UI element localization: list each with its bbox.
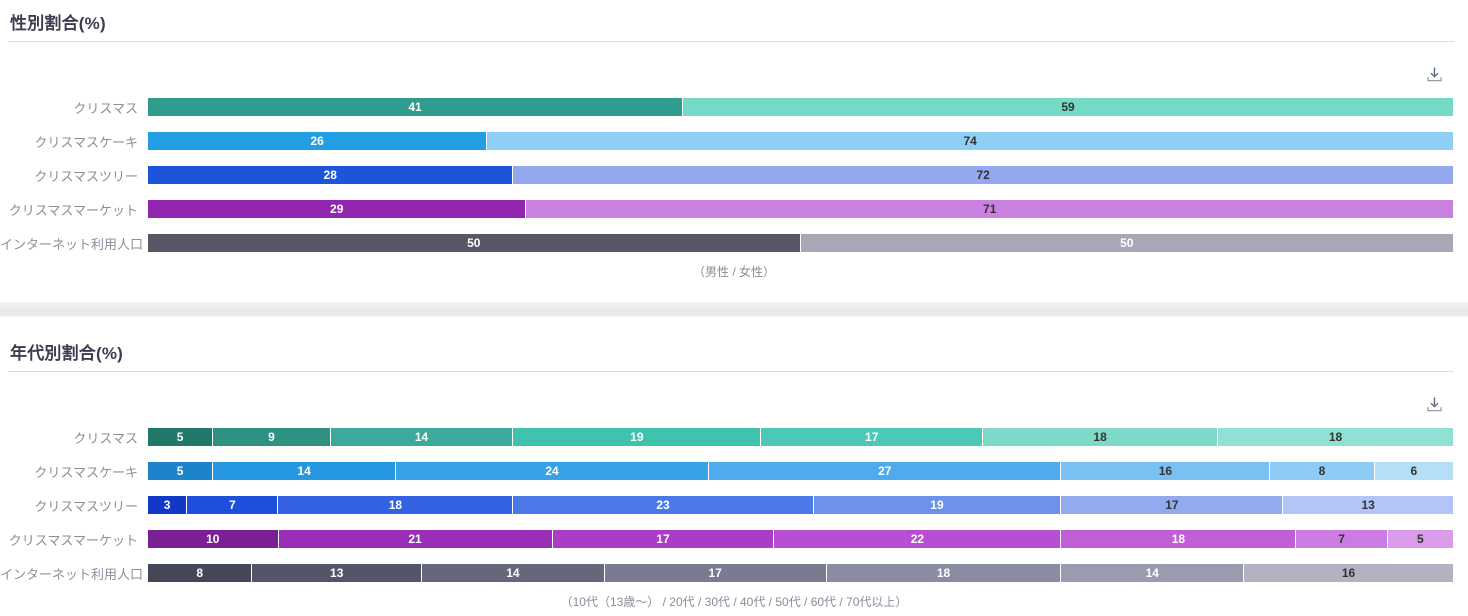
bar-segment[interactable]: 7 (187, 496, 279, 514)
chart-toolbar (0, 372, 1468, 416)
chart-toolbar (0, 42, 1468, 86)
download-button[interactable] (1422, 62, 1446, 86)
age-axis-caption: （10代（13歳〜） / 20代 / 30代 / 40代 / 50代 / 60代… (560, 595, 908, 609)
gender-axis-caption: （男性 / 女性） (692, 265, 775, 279)
bar-segment[interactable]: 17 (1061, 496, 1284, 514)
bar-segment[interactable]: 10 (148, 530, 279, 548)
bar-segment[interactable]: 9 (213, 428, 331, 446)
chart-row: クリスマスツリー 28 72 (0, 166, 1453, 184)
section-gender-ratio: 性別割合(%) クリスマス 41 59 クリスマスケーキ 26 74 クリスマスツリー 28 7… (0, 0, 1468, 290)
bar-segment[interactable]: 16 (1061, 462, 1271, 480)
section-age-ratio: 年代別割合(%) クリスマス 5 9 14 19 17 18 18 クリスマスケーキ 5 14 24 2… (0, 317, 1468, 616)
stacked-bar: 29 71 (148, 200, 1453, 218)
chart-row: クリスマスマーケット 29 71 (0, 200, 1453, 218)
bar-segment[interactable]: 41 (148, 98, 684, 116)
download-button[interactable] (1422, 392, 1446, 416)
bar-segment[interactable]: 13 (1283, 496, 1453, 514)
row-label: クリスマスケーキ (34, 134, 138, 150)
bar-segment[interactable]: 18 (278, 496, 514, 514)
bar-segment[interactable]: 19 (513, 428, 762, 446)
bar-segment[interactable]: 17 (604, 564, 827, 582)
row-label: クリスマスマーケット (8, 532, 138, 548)
bar-segment[interactable]: 6 (1374, 462, 1453, 480)
bar-segment[interactable]: 26 (148, 132, 488, 150)
bar-segment[interactable]: 22 (774, 530, 1062, 548)
bar-segment[interactable]: 23 (513, 496, 814, 514)
title-divider (8, 371, 1454, 372)
bar-segment[interactable]: 18 (983, 428, 1219, 446)
bar-segment[interactable]: 18 (1061, 530, 1297, 548)
chart-row: インターネット利用人口 50 50 (0, 234, 1453, 252)
stacked-bar: 41 59 (148, 98, 1453, 116)
download-icon (1426, 67, 1442, 81)
bar-segment[interactable]: 8 (1270, 462, 1375, 480)
bar-segment[interactable]: 3 (148, 496, 188, 514)
stacked-bar: 5 9 14 19 17 18 18 (148, 428, 1453, 446)
row-label: クリスマス (73, 430, 138, 446)
bar-segment[interactable]: 18 (1218, 428, 1453, 446)
bar-segment[interactable]: 5 (148, 462, 214, 480)
bar-segment[interactable]: 18 (826, 564, 1062, 582)
stacked-bar: 50 50 (148, 234, 1453, 252)
bar-segment[interactable]: 19 (813, 496, 1062, 514)
bar-segment[interactable]: 5 (1387, 530, 1453, 548)
bar-segment[interactable]: 13 (252, 564, 423, 582)
row-label: インターネット利用人口 (0, 566, 144, 582)
bar-segment[interactable]: 7 (1296, 530, 1388, 548)
bar-segment[interactable]: 50 (148, 234, 801, 252)
stacked-bar: 26 74 (148, 132, 1453, 150)
bar-segment[interactable]: 14 (213, 462, 396, 480)
bar-segment[interactable]: 50 (800, 234, 1453, 252)
bar-segment[interactable]: 16 (1244, 564, 1453, 582)
bar-segment[interactable]: 72 (513, 166, 1453, 184)
download-icon (1426, 397, 1442, 411)
bar-segment[interactable]: 14 (1061, 564, 1245, 582)
stacked-bar: 5 14 24 27 16 8 6 (148, 462, 1453, 480)
row-label: クリスマス (73, 100, 138, 116)
stacked-bar: 3 7 18 23 19 17 13 (148, 496, 1453, 514)
section-separator (0, 302, 1468, 317)
bar-segment[interactable]: 8 (148, 564, 253, 582)
row-label: インターネット利用人口 (0, 236, 144, 252)
stacked-bar: 8 13 14 17 18 14 16 (148, 564, 1453, 582)
section-title-age: 年代別割合(%) (10, 344, 124, 363)
row-label: クリスマスマーケット (8, 202, 138, 218)
age-chart: クリスマス 5 9 14 19 17 18 18 クリスマスケーキ 5 14 24 27 16 8 6 クリスマ… (0, 416, 1468, 582)
title-divider (8, 41, 1454, 42)
chart-row: クリスマス 41 59 (0, 98, 1453, 116)
stacked-bar: 10 21 17 22 18 7 5 (148, 530, 1453, 548)
row-label: クリスマスケーキ (34, 464, 138, 480)
chart-row: クリスマスマーケット 10 21 17 22 18 7 5 (0, 530, 1453, 548)
bar-segment[interactable]: 24 (395, 462, 710, 480)
bar-segment[interactable]: 71 (526, 200, 1453, 218)
chart-row: クリスマスツリー 3 7 18 23 19 17 13 (0, 496, 1453, 514)
section-title-gender: 性別割合(%) (10, 14, 106, 33)
bar-segment[interactable]: 14 (330, 428, 514, 446)
bar-segment[interactable]: 29 (148, 200, 527, 218)
chart-row: クリスマスケーキ 5 14 24 27 16 8 6 (0, 462, 1453, 480)
chart-row: インターネット利用人口 8 13 14 17 18 14 16 (0, 564, 1453, 582)
bar-segment[interactable]: 74 (487, 132, 1453, 150)
bar-segment[interactable]: 17 (761, 428, 984, 446)
bar-segment[interactable]: 5 (148, 428, 214, 446)
gender-chart: クリスマス 41 59 クリスマスケーキ 26 74 クリスマスツリー 28 72 クリスマスマー… (0, 86, 1468, 252)
bar-segment[interactable]: 28 (148, 166, 514, 184)
bar-segment[interactable]: 21 (278, 530, 553, 548)
stacked-bar: 28 72 (148, 166, 1453, 184)
bar-segment[interactable]: 27 (709, 462, 1062, 480)
chart-row: クリスマスケーキ 26 74 (0, 132, 1453, 150)
bar-segment[interactable]: 14 (422, 564, 605, 582)
chart-row: クリスマス 5 9 14 19 17 18 18 (0, 428, 1453, 446)
bar-segment[interactable]: 59 (683, 98, 1453, 116)
row-label: クリスマスツリー (34, 168, 138, 184)
bar-segment[interactable]: 17 (552, 530, 775, 548)
row-label: クリスマスツリー (34, 498, 138, 514)
